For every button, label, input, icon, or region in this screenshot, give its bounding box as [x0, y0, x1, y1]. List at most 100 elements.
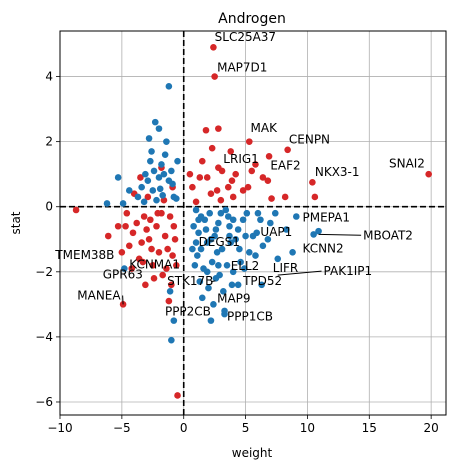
blue-data-point: [168, 336, 175, 344]
annotation-label: LRIG1: [223, 152, 258, 166]
blue-data-point: [234, 281, 242, 289]
blue-data-point: [158, 161, 165, 168]
annotation-label: MBOAT2: [363, 228, 413, 242]
annotation-arrow: [277, 270, 322, 276]
red-data-point: [248, 167, 256, 175]
annotation-label: ELL2: [231, 259, 260, 273]
red-data-point: [145, 235, 153, 243]
annotation-label: CENPN: [289, 132, 330, 146]
blue-data-point: [150, 167, 158, 175]
blue-data-point: [159, 192, 166, 199]
red-data-point: [217, 196, 225, 204]
blue-data-point: [190, 222, 197, 230]
red-data-point: [104, 232, 112, 240]
blue-data-point: [217, 209, 225, 217]
blue-data-point: [198, 294, 206, 302]
annotation-label: SLC25A37: [215, 30, 276, 44]
blue-data-point: [205, 284, 212, 292]
red-data-point: [169, 252, 176, 259]
red-data-point: [123, 209, 131, 217]
red-data-point: [309, 179, 316, 186]
red-data-point: [142, 281, 149, 289]
red-data-point: [264, 177, 272, 184]
annotation-label: MANEA: [77, 288, 121, 302]
y-axis-label: stat: [9, 211, 23, 234]
annotation-label: TPD52: [242, 274, 282, 288]
red-data-point: [245, 138, 253, 145]
red-data-point: [147, 216, 154, 224]
red-data-point: [215, 125, 222, 132]
blue-data-point: [232, 235, 239, 243]
annotation-label: PPP2CB: [165, 305, 211, 319]
red-data-point: [154, 209, 162, 217]
red-data-point: [139, 258, 147, 266]
red-data-point: [119, 301, 127, 308]
blue-data-point: [194, 252, 201, 259]
data-points: [72, 43, 432, 399]
blue-data-point: [223, 262, 231, 269]
x-tick-label: 5: [242, 421, 250, 435]
annotation-label: PMEPA1: [302, 210, 349, 224]
blue-data-point: [215, 262, 222, 269]
x-axis-label: weight: [232, 446, 273, 460]
blue-data-point: [208, 258, 216, 266]
red-data-point: [203, 174, 211, 181]
blue-data-point: [149, 187, 157, 194]
blue-data-point: [142, 170, 149, 178]
x-tick-label: 15: [362, 421, 377, 435]
blue-data-point: [310, 231, 317, 238]
blue-data-point: [196, 278, 204, 285]
red-data-point: [228, 177, 236, 184]
red-data-point: [153, 222, 160, 230]
blue-data-point: [243, 209, 251, 217]
annotation-label: EAF2: [270, 158, 300, 172]
blue-data-point: [236, 245, 243, 253]
annotation-label: UAP1: [260, 225, 292, 239]
red-data-point: [284, 146, 291, 154]
red-data-point: [170, 222, 178, 230]
blue-data-point: [153, 196, 160, 204]
y-tick-label: −2: [35, 265, 53, 279]
blue-data-point: [201, 216, 209, 224]
red-data-point: [244, 183, 252, 191]
blue-data-point: [203, 268, 211, 276]
red-data-point: [128, 265, 136, 272]
annotation-label: KCNMA1: [129, 258, 180, 272]
annotation-label: PAK1IP1: [324, 264, 373, 278]
blue-data-point: [210, 301, 217, 308]
blue-data-point: [169, 180, 176, 188]
blue-data-point: [226, 222, 233, 230]
blue-data-point: [197, 245, 205, 253]
annotation-label: PPP1CB: [227, 310, 273, 324]
blue-data-point: [218, 245, 226, 253]
blue-data-point: [174, 157, 181, 165]
x-tick-label: −10: [47, 421, 72, 435]
blue-data-point: [161, 151, 169, 158]
blue-data-point: [228, 281, 236, 289]
blue-data-point: [172, 195, 180, 202]
red-data-point: [122, 222, 129, 230]
red-data-point: [138, 239, 145, 246]
blue-data-point: [289, 248, 296, 256]
blue-data-point: [103, 200, 111, 207]
blue-data-point: [213, 248, 221, 256]
red-data-point: [425, 170, 432, 178]
blue-data-point: [155, 174, 163, 181]
red-data-point: [155, 248, 163, 256]
blue-data-point: [229, 268, 237, 276]
red-data-point: [72, 206, 80, 214]
blue-data-point: [191, 262, 199, 269]
blue-data-point: [207, 235, 215, 243]
red-data-point: [224, 183, 232, 191]
blue-data-point: [151, 118, 159, 126]
blue-data-point: [202, 226, 210, 233]
red-data-point: [125, 242, 133, 250]
blue-data-point: [237, 258, 244, 266]
axis-ticks: −10 −5 0 5 10 15 20 −6 −4 −2 0 2 4: [35, 70, 438, 435]
red-data-point: [268, 195, 275, 202]
red-data-point: [159, 271, 166, 279]
blue-data-point: [207, 317, 215, 324]
annotation-label: TMEM38B: [54, 248, 114, 262]
blue-data-point: [226, 232, 233, 240]
chart-title: Androgen: [218, 11, 286, 27]
